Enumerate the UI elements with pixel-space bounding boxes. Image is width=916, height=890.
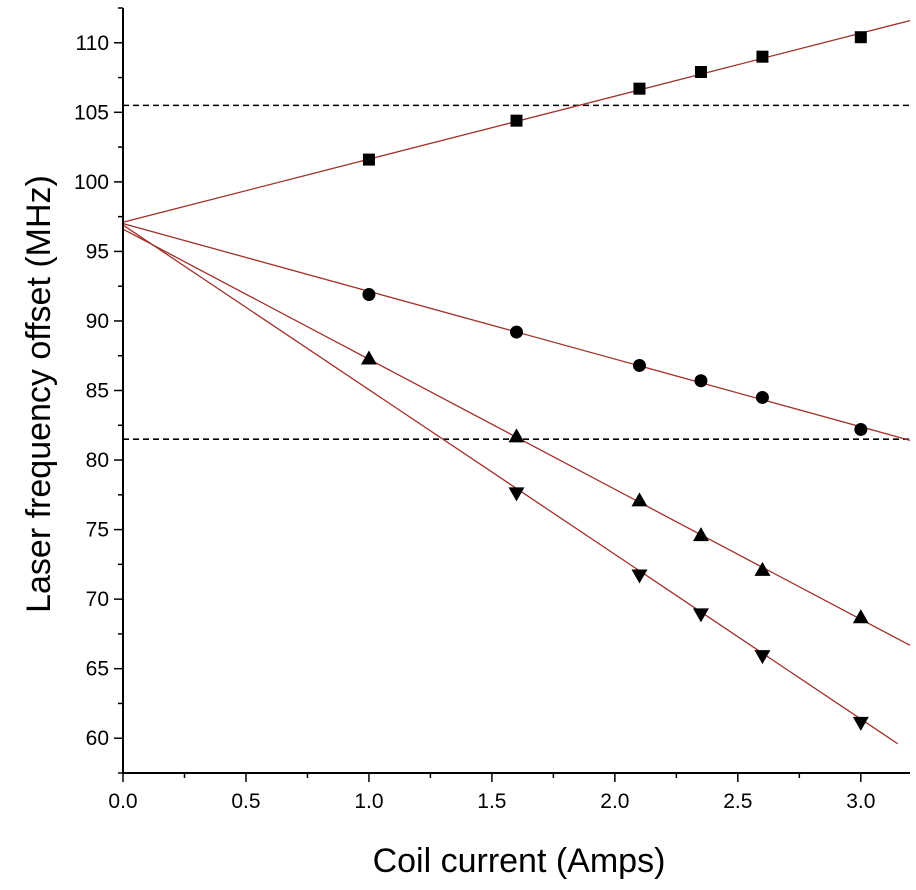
data-point-s1-3 bbox=[633, 83, 645, 95]
data-point-s4-2 bbox=[631, 569, 647, 583]
y-tick-label: 110 bbox=[76, 32, 109, 55]
y-axis-title: Laser frequency offset (MHz) bbox=[20, 175, 58, 613]
y-tick-label: 90 bbox=[86, 310, 109, 333]
data-point-s4-5 bbox=[853, 717, 869, 731]
y-tick-label: 70 bbox=[86, 588, 109, 611]
data-point-s2-6 bbox=[854, 423, 867, 436]
x-axis-title: Coil current (Amps) bbox=[373, 842, 666, 880]
data-point-s2-5 bbox=[756, 391, 769, 404]
data-point-s1-1 bbox=[363, 154, 375, 166]
data-point-s2-1 bbox=[362, 288, 375, 301]
data-point-s3-1 bbox=[361, 351, 377, 365]
data-point-s2-4 bbox=[694, 374, 707, 387]
y-tick-label: 95 bbox=[86, 240, 109, 263]
fit-line-4 bbox=[123, 225, 898, 744]
data-point-s1-4 bbox=[695, 66, 707, 78]
y-tick-label: 65 bbox=[86, 658, 109, 681]
data-point-s4-1 bbox=[509, 487, 525, 501]
x-tick-label: 2.5 bbox=[723, 790, 752, 813]
data-point-s2-2 bbox=[510, 326, 523, 339]
data-point-s3-4 bbox=[693, 527, 709, 541]
y-tick-label: 85 bbox=[86, 380, 109, 403]
data-point-s1-2 bbox=[511, 115, 523, 127]
x-tick-label: 3.0 bbox=[846, 790, 875, 813]
data-point-s1-5 bbox=[756, 51, 768, 63]
x-tick-label: 1.0 bbox=[354, 790, 383, 813]
y-tick-label: 80 bbox=[86, 449, 109, 472]
x-tick-label: 0.0 bbox=[108, 790, 137, 813]
data-point-s3-2 bbox=[509, 428, 525, 442]
y-tick-label: 75 bbox=[86, 519, 109, 542]
y-tick-label: 100 bbox=[74, 171, 109, 194]
x-tick-label: 2.0 bbox=[600, 790, 629, 813]
y-tick-label: 105 bbox=[74, 101, 109, 124]
data-point-s1-6 bbox=[855, 31, 867, 43]
x-tick-label: 1.5 bbox=[477, 790, 506, 813]
data-point-s2-3 bbox=[633, 359, 646, 372]
x-tick-label: 0.5 bbox=[231, 790, 260, 813]
y-tick-label: 60 bbox=[86, 727, 109, 750]
